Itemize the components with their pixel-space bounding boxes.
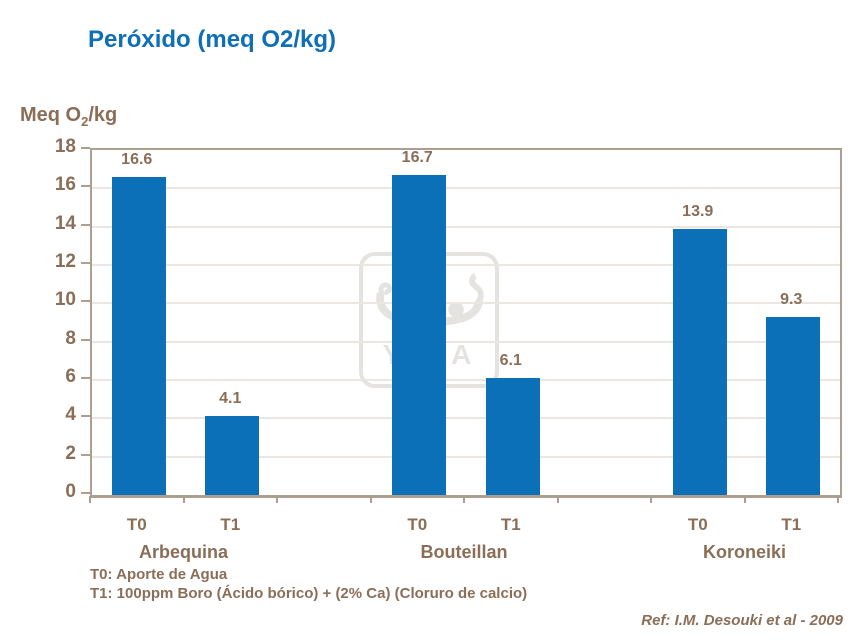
bar-value-label: 6.1 — [499, 352, 522, 370]
reference-text: Ref: I.M. Desouki et al - 2009 — [641, 612, 843, 629]
footnote-t0: T0: Aporte de Agua — [90, 566, 228, 583]
x-axis-category-label: T0 — [687, 515, 708, 534]
bar-koroneiki-t1 — [766, 316, 821, 495]
x-axis-tick — [369, 496, 372, 503]
y-axis-tick-label: 6 — [65, 366, 76, 387]
x-axis-category-label: T0 — [407, 515, 428, 534]
y-axis-title: Meq O2/kg — [20, 104, 118, 129]
footnote-t1: T1: 100ppm Boro (Ácido bórico) + (2% Ca)… — [90, 585, 528, 602]
y-axis-tick — [81, 338, 90, 341]
x-axis-tick — [743, 496, 746, 503]
y-axis-tick-label: 0 — [65, 481, 76, 502]
bar-arbequina-t1 — [205, 416, 260, 495]
x-axis-category-label: T0 — [126, 515, 147, 534]
gridline — [92, 302, 840, 305]
y-axis-tick — [81, 223, 90, 226]
x-axis-tick — [89, 496, 91, 503]
y-axis-tick-label: 18 — [54, 136, 76, 157]
x-axis-category-label: T1 — [220, 515, 241, 534]
y-axis-tick-label: 10 — [54, 289, 76, 311]
y-axis-tick — [81, 147, 90, 149]
bar-bouteillan-t1 — [485, 378, 540, 495]
y-axis-tick-label: 8 — [65, 327, 76, 349]
x-axis-tick — [556, 496, 559, 503]
y-axis-tick — [81, 262, 90, 264]
y-axis-tick — [81, 377, 90, 379]
y-axis-tick-label: 4 — [65, 404, 76, 426]
y-axis-tick — [81, 453, 90, 456]
bar-value-label: 4.1 — [219, 390, 242, 408]
group-label-arbequina: Arbequina — [138, 542, 228, 562]
gridline — [92, 340, 840, 343]
gridline — [92, 455, 840, 458]
gridline — [92, 187, 840, 190]
bar-value-label: 13.9 — [682, 202, 714, 220]
gridline — [92, 264, 840, 266]
gridline — [92, 225, 840, 228]
x-axis-tick — [650, 496, 652, 503]
bar-value-label: 16.6 — [121, 150, 153, 168]
gridline — [92, 379, 840, 381]
group-label-koroneiki: Koroneiki — [702, 542, 786, 562]
y-axis-tick — [81, 185, 90, 188]
y-axis-tick-label: 12 — [54, 251, 76, 272]
gridline — [92, 417, 840, 420]
y-axis-tick-label: 16 — [54, 174, 76, 196]
y-axis-tick — [81, 300, 90, 303]
group-label-bouteillan: Bouteillan — [420, 542, 508, 562]
plot-area: YARA — [90, 148, 842, 498]
x-axis-tick — [276, 496, 278, 503]
bar-arbequina-t0 — [111, 176, 166, 495]
y-axis-tick — [81, 492, 90, 494]
x-axis-tick — [182, 496, 185, 503]
x-axis-tick — [837, 496, 839, 503]
x-axis-tick — [463, 496, 465, 503]
bar-value-label: 9.3 — [780, 290, 803, 308]
x-axis-category-label: T1 — [500, 515, 521, 534]
y-axis-tick-label: 2 — [65, 442, 76, 464]
y-axis-tick-label: 14 — [54, 212, 76, 234]
x-axis-category-label: T1 — [781, 515, 802, 534]
bar-koroneiki-t0 — [672, 228, 727, 495]
chart-title: Peróxido (meq O2/kg) — [88, 26, 337, 53]
bar-bouteillan-t0 — [392, 174, 447, 495]
y-axis-tick — [81, 415, 90, 418]
bar-value-label: 16.7 — [401, 148, 433, 166]
